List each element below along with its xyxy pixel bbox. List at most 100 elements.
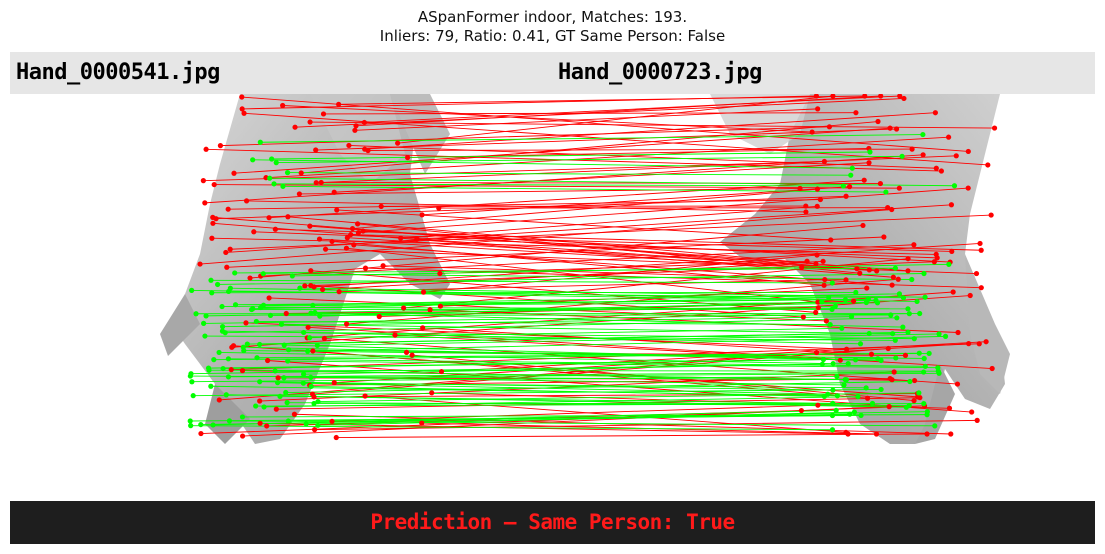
keypoint <box>866 330 872 337</box>
keypoint <box>320 286 326 293</box>
keypoint <box>901 95 907 102</box>
keypoint <box>849 165 855 171</box>
prediction-bar: Prediction — Same Person: True <box>10 501 1095 544</box>
keypoint <box>209 290 215 296</box>
keypoint <box>877 180 884 187</box>
keypoint <box>843 277 849 283</box>
keypoint <box>239 414 246 420</box>
keypoint <box>892 265 898 271</box>
keypoint <box>841 382 847 388</box>
keypoint <box>247 275 253 281</box>
keypoint <box>258 304 264 311</box>
keypoint <box>916 390 922 396</box>
keypoint <box>889 206 895 213</box>
keypoint <box>280 102 286 109</box>
keypoint <box>348 231 354 238</box>
match-line <box>234 267 896 274</box>
keypoint <box>911 336 917 342</box>
keypoint <box>886 404 892 410</box>
keypoint <box>217 143 224 149</box>
keypoint <box>380 263 386 269</box>
keypoint <box>318 179 324 186</box>
keypoint <box>222 330 228 336</box>
keypoint <box>803 203 809 209</box>
keypoint <box>292 124 298 130</box>
match-line <box>222 330 861 345</box>
match-line <box>257 352 920 359</box>
keypoint <box>308 282 314 289</box>
keypoint <box>938 168 945 174</box>
keypoint <box>900 324 906 330</box>
match-line <box>255 403 924 407</box>
match-line <box>301 121 879 174</box>
match-line <box>295 98 904 128</box>
keypoint <box>266 215 272 221</box>
keypoint <box>271 181 277 187</box>
keypoint <box>283 310 289 317</box>
filename-bar: Hand_0000541.jpg Hand_0000723.jpg <box>10 52 1095 94</box>
keypoint <box>874 300 881 306</box>
keypoint <box>297 285 303 291</box>
keypoint <box>349 225 356 232</box>
keypoint <box>878 94 884 99</box>
keypoint <box>301 371 307 377</box>
match-line <box>274 183 844 187</box>
keypoint <box>225 206 231 212</box>
match-line <box>309 327 842 339</box>
keypoint <box>409 352 415 358</box>
keypoints <box>187 94 998 441</box>
keypoint <box>296 191 302 197</box>
keypoint <box>278 321 285 327</box>
keypoint <box>852 357 859 363</box>
keypoint <box>878 357 884 364</box>
keypoint <box>955 329 961 336</box>
keypoint <box>825 391 831 397</box>
match-line <box>252 159 853 169</box>
keypoint <box>914 298 920 305</box>
match-line <box>338 95 865 105</box>
keypoint <box>885 205 891 211</box>
keypoint <box>866 267 872 273</box>
keypoint <box>273 159 279 166</box>
keypoint <box>889 377 895 383</box>
match-line <box>260 244 914 277</box>
keypoint <box>804 258 810 264</box>
keypoint <box>264 357 271 364</box>
match-line <box>303 332 915 340</box>
match-line <box>315 128 897 151</box>
keypoint <box>260 271 266 277</box>
keypoint <box>819 299 825 305</box>
keypoint <box>829 306 835 313</box>
match-line <box>228 199 821 210</box>
keypoint <box>205 365 212 371</box>
keypoint <box>257 341 263 348</box>
match-line <box>269 179 865 219</box>
keypoint <box>275 380 281 386</box>
keypoint <box>924 431 930 437</box>
match-line <box>397 95 833 144</box>
keypoint <box>815 305 821 311</box>
match-line <box>363 230 951 263</box>
keypoint <box>843 377 850 383</box>
keypoint <box>344 235 350 241</box>
match-line <box>265 136 949 179</box>
match-line <box>213 352 930 361</box>
match-line <box>383 265 846 281</box>
title-line-1: ASpanFormer indoor, Matches: 193. <box>417 8 688 26</box>
match-line <box>242 414 928 418</box>
keypoint <box>202 200 208 206</box>
match-line <box>287 360 938 369</box>
keypoint <box>210 220 216 226</box>
keypoint <box>311 400 317 407</box>
match-line <box>288 415 833 422</box>
keypoint <box>214 281 221 288</box>
keypoint <box>989 365 995 372</box>
keypoint <box>257 398 263 404</box>
left-filename: Hand_0000541.jpg <box>16 60 220 85</box>
keypoint <box>362 265 369 271</box>
keypoint <box>193 311 199 317</box>
keypoint <box>829 280 835 286</box>
keypoint <box>308 374 314 380</box>
keypoint <box>935 365 941 371</box>
keypoint <box>351 242 357 248</box>
